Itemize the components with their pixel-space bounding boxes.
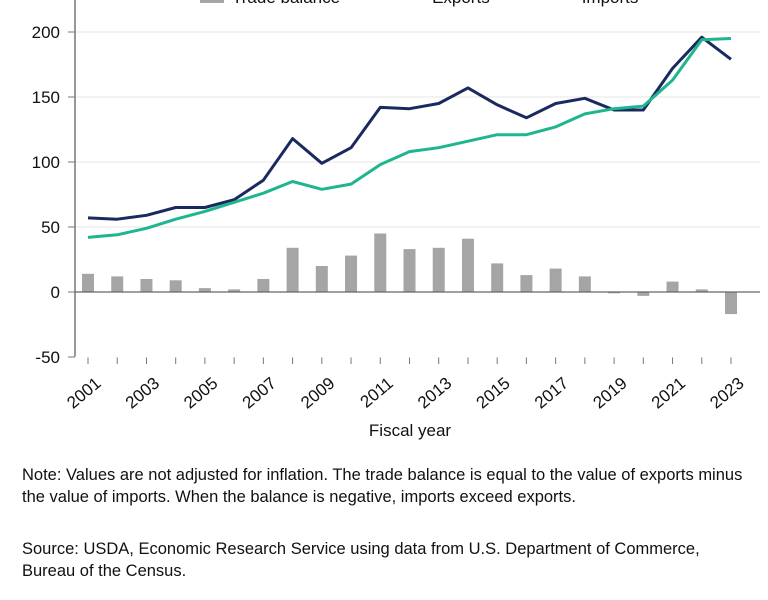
bar-trade-balance-2020: [637, 292, 650, 296]
plot-area: -50 0 50 100 150 200 2001 2003 2005 2007 2009 2011 2…: [32, 0, 760, 440]
bar-trade-balance-2014: [461, 238, 474, 292]
bar-trade-balance-2010: [345, 255, 358, 292]
x-tick-label: 2003: [122, 374, 163, 413]
x-tick-label: 2021: [648, 374, 689, 413]
x-tick-label: 2005: [180, 374, 221, 413]
note-text: Note: Values are not adjusted for inflat…: [22, 466, 743, 506]
bar-trade-balance-2008: [286, 247, 299, 292]
bar-trade-balance-2006: [228, 289, 241, 292]
source-text: Source: USDA, Economic Research Service …: [22, 540, 700, 580]
y-tick-label: 150: [32, 88, 60, 107]
bar-trade-balance-2002: [111, 276, 124, 292]
y-tick-label: 50: [41, 218, 60, 237]
legend-trade-balance: Trade balance: [200, 0, 340, 8]
bar-trade-balance-2017: [549, 268, 562, 292]
bar-trade-balance-2001: [82, 273, 94, 292]
x-tick-label: 2011: [357, 374, 397, 412]
x-axis-label: Fiscal year: [369, 421, 452, 440]
x-tick-label: 2009: [297, 374, 338, 413]
bar-trade-balance-2021: [666, 281, 679, 292]
y-tick-label: 0: [51, 283, 60, 302]
x-tick-label: 2015: [473, 374, 514, 413]
bar-trade-balance-2004: [169, 280, 182, 292]
line-imports: [87, 37, 732, 239]
bar-trade-balance-2009: [315, 266, 328, 292]
bar-trade-balance-2003: [140, 279, 153, 292]
x-tick-label: 2013: [414, 374, 455, 413]
y-tick-label: 200: [32, 23, 60, 42]
bar-trade-balance-2019: [608, 292, 621, 294]
y-tick-label: -50: [35, 348, 60, 367]
x-tick-label: 2019: [589, 374, 630, 413]
bar-trade-balance-2018: [578, 276, 591, 292]
bar-trade-balance-2022: [695, 289, 708, 292]
x-tick-label: 2017: [531, 374, 572, 413]
bar-trade-balance-2011: [374, 233, 387, 292]
bar-trade-balance-2015: [491, 263, 504, 292]
bar-trade-balance-2005: [198, 288, 211, 292]
bar-trade-balance-2016: [520, 275, 533, 292]
x-tick-label: 2023: [706, 374, 747, 413]
legend: Trade balance Exports Imports: [200, 0, 638, 8]
line-exports: [87, 35, 732, 221]
legend-exports: Exports: [400, 0, 490, 8]
bar-trade-balance-2007: [257, 279, 270, 292]
bar-trade-balance-2012: [403, 249, 416, 292]
x-tick-label: 2001: [63, 374, 104, 413]
y-tick-label: 100: [32, 153, 60, 172]
x-tick-label: 2007: [239, 374, 280, 413]
bar-trade-balance-2023: [725, 292, 737, 315]
legend-imports: Imports: [550, 0, 639, 8]
bar-trade-balance-2013: [432, 247, 445, 292]
